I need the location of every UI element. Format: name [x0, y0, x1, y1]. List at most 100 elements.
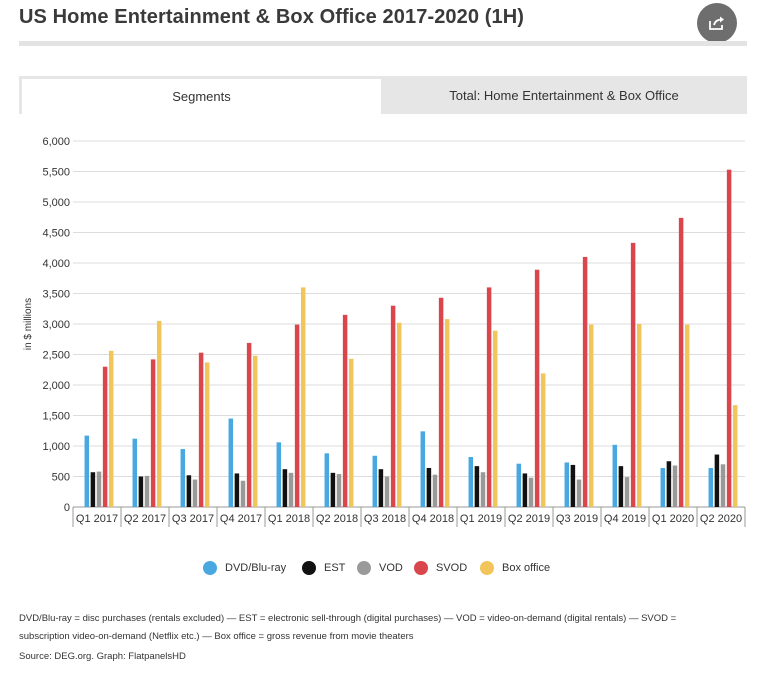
- bar-box-office: [636, 324, 642, 507]
- bar-svod: [678, 217, 684, 508]
- bar-svod: [726, 169, 732, 508]
- bar-dvd-blu-ray: [180, 449, 186, 507]
- bar-dvd-blu-ray: [564, 462, 570, 507]
- bar-svod: [582, 256, 588, 507]
- bar-svod: [198, 352, 204, 507]
- legend-label-dvd-bluray: DVD/Blu-ray: [225, 562, 287, 574]
- bar-svod: [630, 242, 636, 507]
- legend-item-vod[interactable]: VOD: [357, 556, 403, 580]
- bar-est: [378, 469, 384, 507]
- tab-segments[interactable]: Segments: [19, 76, 381, 114]
- y-tick-label: 2,000: [42, 380, 70, 392]
- bar-est: [138, 476, 144, 507]
- bar-svod: [246, 342, 252, 507]
- bar-box-office: [396, 322, 402, 507]
- bar-est: [186, 475, 192, 507]
- legend-dot-vod: [357, 561, 371, 575]
- title-divider: [19, 41, 747, 46]
- y-tick-label: 3,500: [42, 289, 70, 301]
- legend-item-est[interactable]: EST: [302, 556, 345, 580]
- legend-item-svod[interactable]: SVOD: [414, 556, 467, 580]
- bar-svod: [486, 287, 492, 507]
- bar-est: [330, 472, 336, 507]
- legend-item-dvd-bluray[interactable]: DVD/Blu-ray: [203, 556, 286, 580]
- bar-box-office: [684, 324, 690, 507]
- y-tick-label: 3,000: [42, 319, 70, 331]
- bar-box-office: [348, 358, 354, 507]
- legend: DVD/Blu-ray EST VOD SVOD Box office: [0, 556, 763, 580]
- x-tick-label: Q3 2018: [364, 513, 406, 525]
- bar-dvd-blu-ray: [516, 463, 522, 507]
- bar-vod: [576, 479, 582, 507]
- legend-item-box-office[interactable]: Box office: [480, 556, 550, 580]
- y-tick-label: 4,500: [42, 228, 70, 240]
- y-tick-label: 500: [52, 472, 70, 484]
- y-tick-label: 5,500: [42, 167, 70, 179]
- x-tick-label: Q3 2017: [172, 513, 214, 525]
- bar-vod: [480, 472, 486, 507]
- bar-box-office: [108, 350, 114, 507]
- bar-vod: [336, 474, 342, 507]
- legend-label-svod: SVOD: [436, 562, 468, 574]
- footnote-line-2: subscription video-on-demand (Netflix et…: [19, 631, 414, 642]
- footnote-source: Source: DEG.org. Graph: FlatpanelsHD: [19, 651, 186, 662]
- bar-svod: [390, 305, 396, 507]
- bar-vod: [144, 475, 150, 507]
- legend-label-box-office: Box office: [502, 562, 551, 574]
- x-tick-label: Q1 2019: [460, 513, 502, 525]
- bar-box-office: [204, 362, 210, 507]
- y-tick-label: 1,000: [42, 441, 70, 453]
- bar-svod: [534, 269, 540, 507]
- bar-est: [474, 466, 480, 507]
- bar-dvd-blu-ray: [468, 456, 474, 507]
- bar-est: [618, 466, 624, 507]
- bar-vod: [672, 465, 678, 507]
- bar-vod: [432, 474, 438, 507]
- bar-chart: 0 500 1,000 1,500 2,000 2,500 3,000 3,500 4,000 4…: [23, 136, 746, 527]
- y-tick-label: 4,000: [42, 258, 70, 270]
- legend-dot-box-office: [480, 561, 494, 575]
- x-tick-label: Q3 2019: [556, 513, 598, 525]
- bar-svod: [150, 359, 156, 507]
- legend-label-est: EST: [324, 562, 346, 574]
- bar-vod: [624, 477, 630, 507]
- y-tick-label: 2,500: [42, 350, 70, 362]
- x-tick-label: Q4 2018: [412, 513, 454, 525]
- x-tick-label: Q2 2018: [316, 513, 358, 525]
- bar-box-office: [156, 320, 162, 507]
- y-tick-label: 6,000: [42, 136, 70, 148]
- legend-dot-svod: [414, 561, 428, 575]
- y-axis-label: in $ millions: [23, 298, 34, 350]
- y-tick-label: 1,500: [42, 411, 70, 423]
- bar-vod: [720, 464, 726, 507]
- chart-area: 0 500 1,000 1,500 2,000 2,500 3,000 3,500 4,000 4…: [0, 120, 763, 600]
- bar-box-office: [300, 287, 306, 507]
- bar-dvd-blu-ray: [228, 418, 234, 507]
- bar-est: [282, 469, 288, 507]
- y-tick-label: 0: [64, 502, 70, 514]
- x-tick-label: Q2 2017: [124, 513, 166, 525]
- bar-vod: [384, 476, 390, 507]
- bar-est: [570, 464, 576, 507]
- share-icon: [709, 16, 724, 30]
- bar-svod: [342, 314, 348, 507]
- bar-svod: [102, 366, 108, 507]
- bar-est: [426, 467, 432, 507]
- share-button[interactable]: [697, 3, 737, 43]
- bar-dvd-blu-ray: [372, 455, 378, 507]
- bar-dvd-blu-ray: [612, 444, 618, 507]
- bar-dvd-blu-ray: [708, 467, 714, 507]
- bar-box-office: [588, 324, 594, 507]
- bar-dvd-blu-ray: [84, 435, 90, 507]
- x-tick-label: Q2 2019: [508, 513, 550, 525]
- legend-label-vod: VOD: [379, 562, 403, 574]
- x-tick-label: Q1 2020: [652, 513, 694, 525]
- bar-box-office: [732, 405, 738, 507]
- footnote-line-1: DVD/Blu-ray = disc purchases (rentals ex…: [19, 613, 677, 624]
- bar-box-office: [492, 330, 498, 507]
- bar-dvd-blu-ray: [420, 431, 426, 507]
- tab-total[interactable]: Total: Home Entertainment & Box Office: [381, 76, 747, 114]
- bar-vod: [288, 472, 294, 507]
- bar-svod: [438, 297, 444, 507]
- x-tick-label: Q1 2018: [268, 513, 310, 525]
